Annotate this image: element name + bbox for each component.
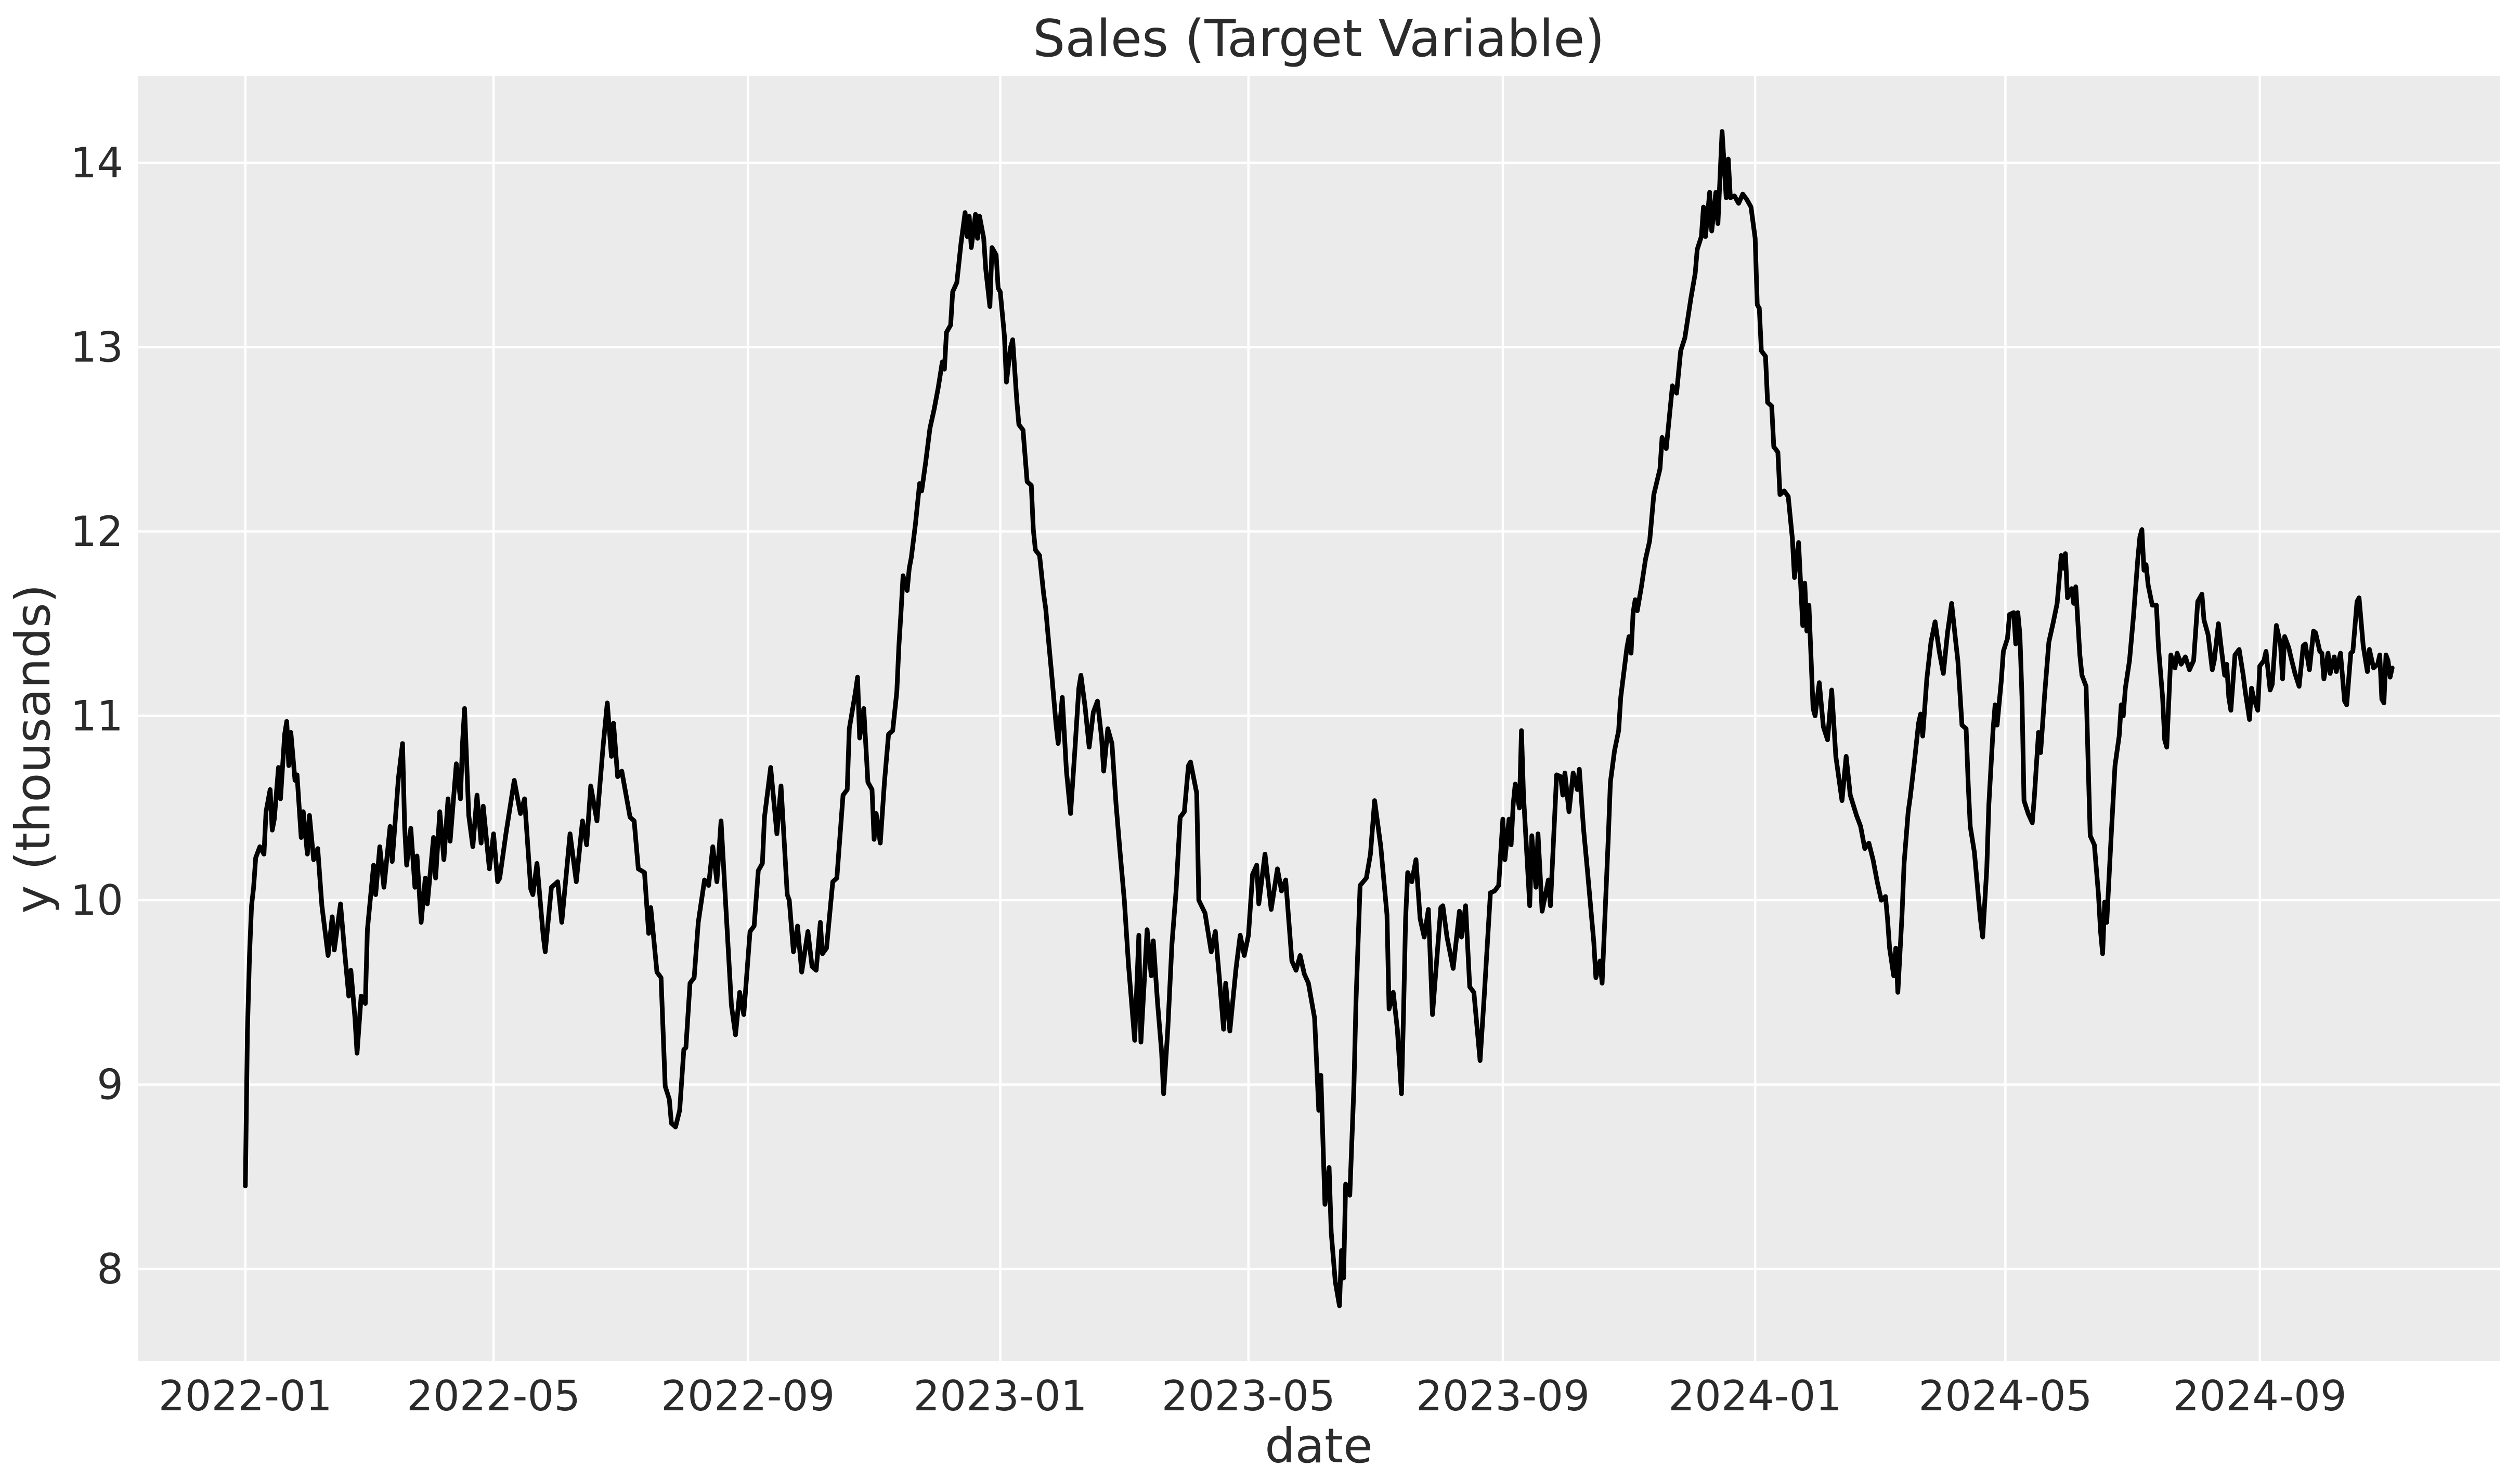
y-tick-label: 13 (70, 323, 123, 371)
x-tick-label: 2024-01 (1668, 1372, 1842, 1420)
x-tick-label: 2022-01 (159, 1372, 332, 1420)
plot-panel (138, 76, 2500, 1361)
y-tick-label: 14 (70, 139, 123, 187)
x-axis-label: date (1265, 1418, 1372, 1474)
y-tick-label: 12 (70, 508, 123, 556)
y-axis-label: y (thousands) (5, 584, 61, 913)
y-tick-labels: 8 9 10 11 12 13 14 (70, 139, 123, 1293)
x-tick-label: 2024-05 (1918, 1372, 2092, 1420)
y-tick-label: 11 (70, 692, 123, 741)
x-tick-label: 2022-05 (407, 1372, 580, 1420)
chart-title: Sales (Target Variable) (1033, 9, 1605, 69)
x-tick-label: 2024-09 (2173, 1372, 2347, 1420)
grid-layer (138, 76, 2500, 1361)
y-tick-label: 10 (70, 876, 123, 925)
sales-line (243, 129, 2395, 1308)
x-tick-labels: 2022-01 2022-05 2022-09 2023-01 2023-05 2023-… (159, 1372, 2347, 1420)
x-tick-label: 2023-05 (1162, 1372, 1335, 1420)
x-tick-label: 2023-01 (913, 1372, 1087, 1420)
y-tick-label: 9 (97, 1061, 123, 1109)
y-tick-label: 8 (97, 1245, 123, 1293)
x-tick-label: 2023-09 (1416, 1372, 1590, 1420)
x-tick-label: 2022-09 (661, 1372, 835, 1420)
